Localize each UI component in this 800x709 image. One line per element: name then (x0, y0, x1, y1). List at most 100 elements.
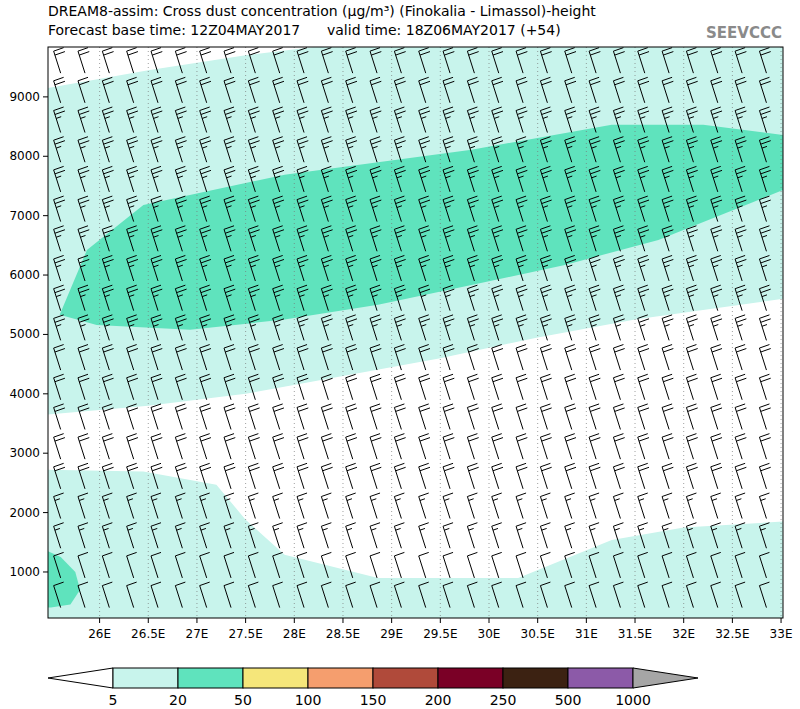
barb-feather (688, 467, 698, 471)
wind-barb (127, 404, 138, 430)
barb-staff (200, 586, 207, 608)
wind-barb (589, 463, 600, 489)
wind-barb (735, 285, 746, 311)
wind-barb (248, 463, 259, 489)
barb-feather (443, 345, 453, 349)
wind-barb (54, 434, 65, 460)
barb-feather (517, 438, 527, 442)
barb-feather (297, 137, 307, 141)
barb-feather (420, 349, 430, 353)
wind-barb (248, 493, 258, 519)
barb-feather (178, 206, 183, 208)
wind-barb (686, 255, 697, 281)
wind-barb (127, 137, 138, 163)
wind-barb (735, 404, 746, 430)
barb-feather (248, 523, 258, 527)
barb-feather (370, 434, 380, 438)
barb-feather (615, 259, 625, 263)
barb-feather (613, 463, 623, 467)
barb-feather (735, 582, 745, 586)
wind-barb (565, 552, 575, 578)
barb-feather (759, 285, 769, 289)
barb-feather (663, 408, 673, 412)
barb-feather (347, 289, 357, 293)
wind-barb (102, 404, 113, 430)
barb-feather (371, 467, 381, 471)
barb-feather (202, 295, 207, 297)
barb-staff (127, 497, 134, 519)
barb-feather (300, 325, 305, 327)
barb-feather (128, 141, 138, 145)
barb-staff (443, 526, 450, 548)
barb-feather (540, 404, 550, 408)
barb-feather (711, 226, 721, 230)
barb-feather (102, 523, 112, 527)
wind-barb (200, 404, 211, 430)
wind-barb (540, 434, 551, 460)
barb-feather (394, 523, 404, 527)
barb-staff (127, 586, 134, 608)
barb-staff (200, 497, 207, 519)
grid-line (391, 47, 392, 618)
barb-feather (128, 438, 138, 442)
barb-feather (224, 582, 234, 586)
barb-feather (517, 200, 527, 204)
barb-feather (323, 378, 333, 382)
wind-barb (662, 493, 672, 519)
barb-feather (419, 463, 429, 467)
barb-staff (297, 526, 304, 548)
barb-feather (104, 141, 114, 145)
barb-feather (589, 463, 599, 467)
wind-barb (638, 315, 649, 341)
wind-barb (297, 166, 308, 192)
barb-feather (469, 408, 479, 412)
wind-barb (394, 315, 405, 341)
barb-feather (615, 467, 625, 471)
barb-feather (127, 374, 137, 378)
barb-feather (686, 493, 696, 497)
wind-barb (492, 493, 502, 519)
wind-barb (102, 196, 113, 222)
barb-feather (665, 206, 670, 208)
barb-feather (566, 528, 571, 530)
barb-feather (543, 235, 548, 237)
barb-feather (639, 259, 649, 263)
wind-barb (248, 255, 259, 281)
wind-barb (467, 166, 478, 192)
barb-feather (565, 345, 575, 349)
wind-barb (735, 226, 746, 252)
wind-barb (589, 523, 599, 549)
barb-staff (273, 556, 280, 578)
wind-barb (443, 434, 454, 460)
barb-staff (297, 556, 304, 578)
barb-staff (54, 526, 61, 548)
barb-staff (175, 497, 182, 519)
barb-feather (273, 463, 283, 467)
wind-barb (346, 493, 356, 519)
barb-staff (467, 497, 474, 519)
barb-feather (444, 499, 449, 501)
barb-feather (494, 295, 499, 297)
barb-feather (227, 265, 232, 267)
barb-feather (81, 176, 86, 178)
barb-staff (54, 497, 61, 519)
barb-feather (275, 206, 280, 208)
barb-feather (104, 378, 114, 382)
wind-barb (346, 166, 357, 192)
barb-feather (443, 463, 453, 467)
barb-staff (735, 497, 742, 519)
wind-barb (686, 285, 697, 311)
wind-barb (613, 404, 624, 430)
wind-barb (613, 226, 624, 252)
barb-feather (200, 374, 210, 378)
barb-feather (686, 374, 696, 378)
barb-feather (638, 315, 648, 319)
wind-barb (589, 285, 600, 311)
wind-barb (759, 166, 770, 192)
wind-barb (175, 285, 186, 311)
barb-feather (323, 230, 333, 234)
barb-feather (127, 493, 137, 497)
barb-feather (298, 289, 308, 293)
barb-feather (347, 170, 357, 174)
barb-feather (274, 438, 284, 442)
